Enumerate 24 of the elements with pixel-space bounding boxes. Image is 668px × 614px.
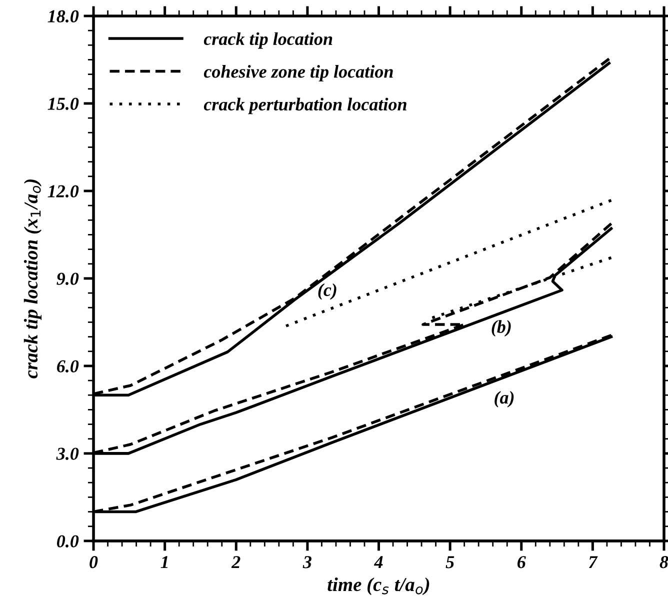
x-tick-label: 8 (660, 556, 668, 568)
x-tick-label: 3 (302, 556, 312, 568)
y-tick-label: 6.0 (56, 360, 79, 372)
annotation: (a) (494, 391, 514, 408)
y-tick-label: 15.0 (48, 98, 79, 110)
x-tick-label: 4 (374, 556, 383, 568)
x-axis-title: time (c$_{s}$ t/a$_{o}$) (328, 577, 430, 596)
x-tick-label: 5 (446, 556, 454, 568)
y-tick-label: 9.0 (56, 272, 79, 285)
x-tick-label: 1 (160, 556, 168, 568)
x-tick-label: 6 (517, 556, 526, 568)
x-tick-label: 0 (90, 556, 98, 568)
legend-label: crack tip location (204, 32, 332, 49)
annotation: (c) (318, 283, 336, 300)
legend-label: cohesive zone tip location (204, 65, 393, 82)
y-tick-label: 12.0 (48, 185, 79, 198)
y-tick-label: 18.0 (48, 10, 79, 22)
legend-label: crack perturbation location (204, 98, 406, 114)
x-tick-label: 7 (588, 556, 598, 568)
y-tick-label: 0.0 (56, 535, 79, 548)
y-tick-label: 3.0 (56, 448, 79, 460)
x-tick-label: 2 (231, 556, 240, 568)
y-axis-title: crack tip location (x$_{1}$/a$_{o}$) (24, 180, 42, 378)
annotation: (b) (492, 320, 511, 337)
